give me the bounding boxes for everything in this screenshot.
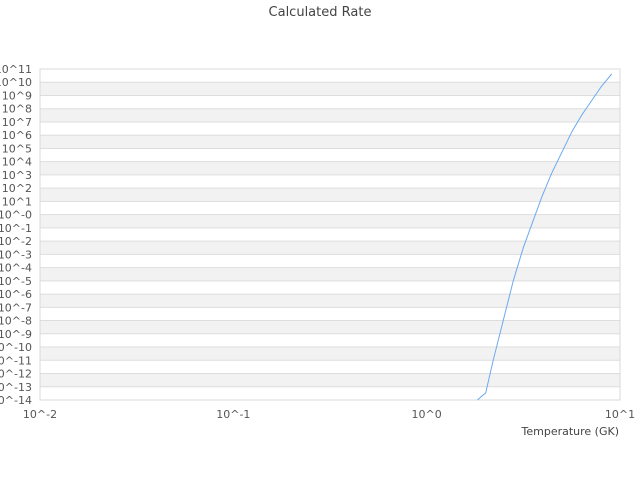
plot-band bbox=[40, 347, 620, 361]
y-tick-label: 10^9 bbox=[2, 89, 32, 102]
grid-lines bbox=[40, 68, 620, 401]
y-tick-label: 10^10 bbox=[0, 76, 32, 89]
y-tick-labels: 10^-1410^-1310^-1210^-1110^-1010^-910^-8… bbox=[0, 63, 32, 407]
plot-frame bbox=[39, 68, 621, 401]
plot-band bbox=[40, 214, 620, 228]
x-tick-labels: 10^-2 10^-1 10^0 10^1 bbox=[23, 408, 635, 421]
y-tick-label: 10^-13 bbox=[0, 381, 32, 394]
y-tick-label: 10^8 bbox=[2, 103, 32, 116]
y-tick-label: 10^-4 bbox=[0, 262, 32, 275]
plot-band bbox=[40, 320, 620, 334]
x-tick-label: 10^-1 bbox=[216, 408, 250, 421]
plot-band bbox=[40, 108, 620, 122]
y-tick-label: 10^-10 bbox=[0, 341, 32, 354]
plot-band bbox=[40, 294, 620, 308]
plot-band bbox=[40, 82, 620, 96]
chart-title: Calculated Rate bbox=[269, 5, 372, 20]
y-tick-label: 10^-0 bbox=[0, 209, 32, 222]
y-tick-label: 10^1 bbox=[2, 195, 32, 208]
y-tick-label: 10^2 bbox=[2, 182, 32, 195]
y-tick-label: 10^-6 bbox=[0, 288, 32, 301]
y-tick-label: 10^-1 bbox=[0, 222, 32, 235]
y-tick-label: 10^-11 bbox=[0, 354, 32, 367]
x-tick-label: 10^1 bbox=[605, 408, 635, 421]
y-tick-label: 10^-8 bbox=[0, 315, 32, 328]
plot-band bbox=[40, 267, 620, 281]
plot-band bbox=[40, 241, 620, 255]
y-tick-label: 10^4 bbox=[2, 156, 32, 169]
y-tick-label: 10^7 bbox=[2, 116, 32, 129]
y-tick-label: 10^11 bbox=[0, 63, 32, 76]
series-line bbox=[477, 73, 613, 401]
plot-band bbox=[40, 373, 620, 387]
x-tick-label: 10^-2 bbox=[23, 408, 57, 421]
y-tick-label: 10^-14 bbox=[0, 394, 32, 407]
y-tick-label: 10^-7 bbox=[0, 301, 32, 314]
y-tick-label: 10^6 bbox=[2, 129, 32, 142]
y-tick-label: 10^-9 bbox=[0, 328, 32, 341]
y-tick-label: 10^-5 bbox=[0, 275, 32, 288]
plot-band bbox=[40, 135, 620, 149]
y-tick-label: 10^-3 bbox=[0, 248, 32, 261]
x-axis-label: Temperature (GK) bbox=[521, 425, 620, 438]
y-tick-label: 10^-2 bbox=[0, 235, 32, 248]
y-tick-label: 10^5 bbox=[2, 142, 32, 155]
plot-bands bbox=[40, 82, 620, 387]
x-tick-label: 10^0 bbox=[412, 408, 442, 421]
y-tick-label: 10^3 bbox=[2, 169, 32, 182]
plot-band bbox=[40, 188, 620, 202]
plot-band bbox=[40, 161, 620, 175]
y-tick-label: 10^-12 bbox=[0, 368, 32, 381]
